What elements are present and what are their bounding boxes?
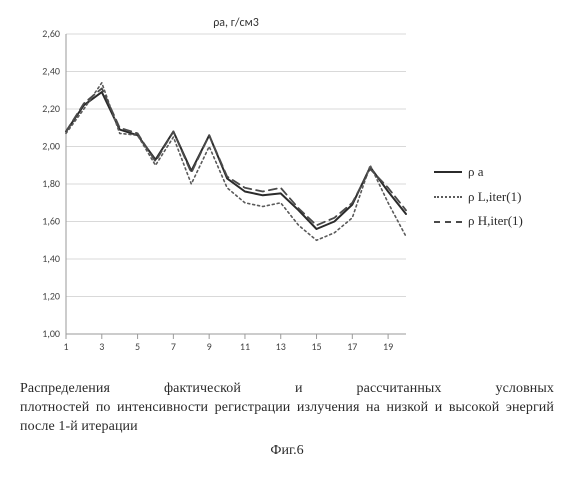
svg-text:2,60: 2,60 [42, 27, 60, 40]
svg-text:1,00: 1,00 [42, 327, 60, 340]
svg-text:17: 17 [347, 340, 357, 353]
legend-item-rho-a: ρ a [434, 160, 523, 185]
density-line-chart: 1,001,201,401,601,802,002,202,402,601357… [18, 10, 428, 370]
legend-item-rho-h: ρ H,iter(1) [434, 209, 523, 234]
legend-label-rho-a: ρ a [468, 160, 484, 185]
svg-text:1,80: 1,80 [42, 177, 60, 190]
legend-swatch-rho-l [434, 196, 462, 198]
svg-text:2,00: 2,00 [42, 140, 60, 153]
legend-label-rho-l: ρ L,iter(1) [468, 185, 521, 210]
svg-text:11: 11 [240, 340, 250, 353]
figure-page: 1,001,201,401,601,802,002,202,402,601357… [0, 0, 574, 500]
svg-text:1,60: 1,60 [42, 215, 60, 228]
caption-rest: плотностей по интенсивности регистрации … [20, 400, 554, 434]
svg-text:13: 13 [276, 340, 286, 353]
legend-item-rho-l: ρ L,iter(1) [434, 185, 523, 210]
legend-swatch-rho-a [434, 171, 462, 173]
legend-label-rho-h: ρ H,iter(1) [468, 209, 523, 234]
svg-text:15: 15 [311, 340, 321, 353]
figure-number: Фиг.6 [18, 443, 556, 459]
svg-text:1,20: 1,20 [42, 290, 60, 303]
chart-legend: ρ a ρ L,iter(1) ρ H,iter(1) [434, 160, 523, 234]
svg-text:5: 5 [135, 340, 140, 353]
svg-text:1,40: 1,40 [42, 252, 60, 265]
svg-text:3: 3 [99, 340, 104, 353]
svg-text:7: 7 [171, 340, 176, 353]
svg-text:9: 9 [207, 340, 212, 353]
svg-text:19: 19 [383, 340, 393, 353]
legend-swatch-rho-h [434, 221, 462, 223]
svg-text:ρa, г/см3: ρa, г/см3 [213, 16, 259, 30]
svg-text:1: 1 [63, 340, 68, 353]
chart-with-legend: 1,001,201,401,601,802,002,202,402,601357… [18, 10, 556, 370]
svg-text:2,40: 2,40 [42, 65, 60, 78]
svg-text:2,20: 2,20 [42, 102, 60, 115]
caption-line-1: Распределения фактической и рассчитанных… [20, 380, 554, 399]
figure-caption: Распределения фактической и рассчитанных… [20, 380, 554, 437]
